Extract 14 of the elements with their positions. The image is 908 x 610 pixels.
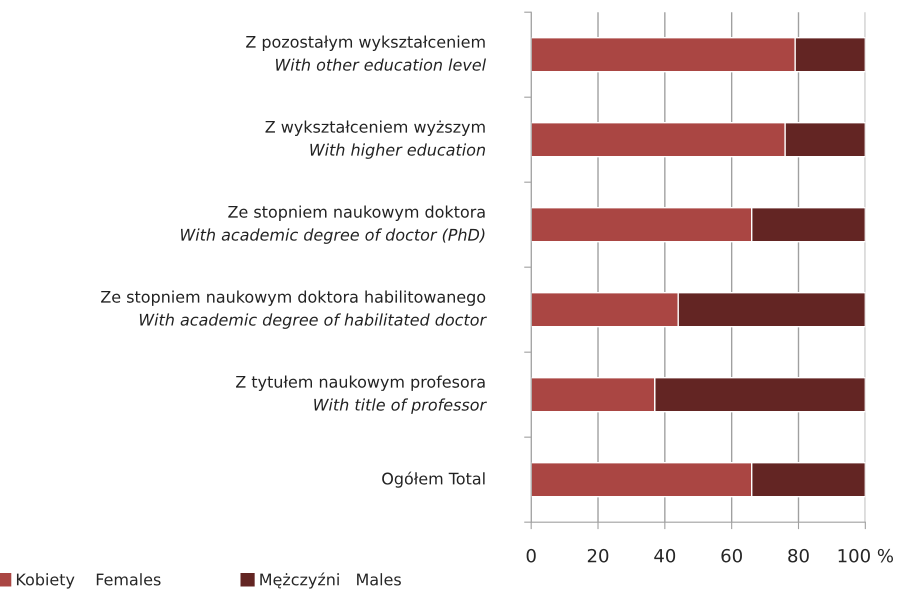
legend-label: Kobiety Females: [16, 573, 161, 589]
x-tick-label: 0: [526, 548, 536, 563]
x-tick-label: 100 %: [838, 548, 894, 563]
y-tick-label: Ze stopniem naukowym doktora habilitowanego With academic degree of habilitated doctor: [101, 290, 487, 329]
x-tick-label: 20: [588, 548, 608, 563]
y-tick-label: Ogółem Total: [382, 472, 485, 488]
y-tick-label: Z tytułem naukowym profesora With title of professor: [236, 375, 487, 414]
x-tick-label: 80: [788, 548, 809, 563]
legend-label: Mężczyźni Males: [260, 572, 401, 589]
y-tick-label: Z pozostałym wykształceniem With other education level: [246, 35, 486, 71]
y-tick-label: Ze stopniem naukowym doktora With academic degree of doctor (PhD): [180, 205, 485, 244]
x-tick-label: 60: [721, 548, 742, 563]
x-tick-label: 40: [654, 548, 676, 563]
y-tick-label: Z wykształceniem wyższym With higher education: [265, 120, 485, 159]
